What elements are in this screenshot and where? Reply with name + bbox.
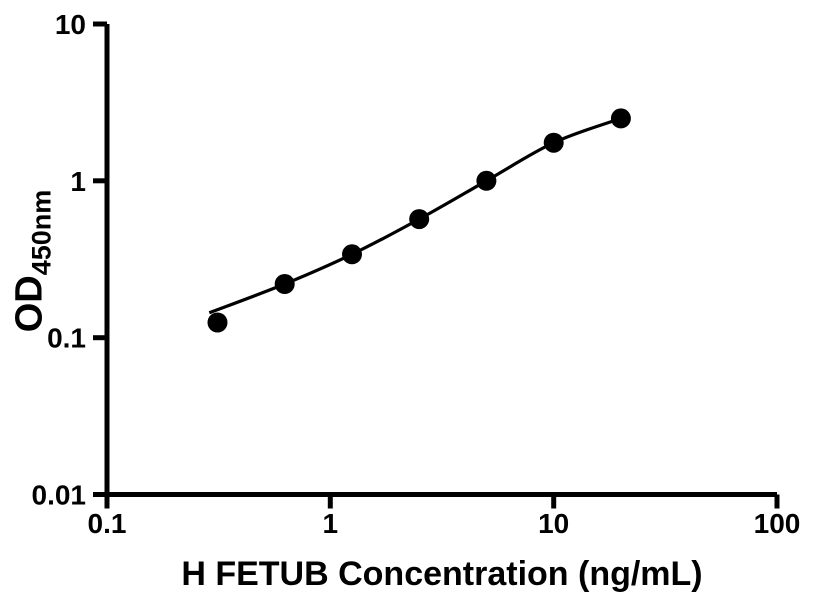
- y-axis-tick-label: 1: [70, 166, 86, 197]
- x-axis-tick-label: 0.1: [88, 508, 127, 539]
- x-axis-tick-label: 1: [323, 508, 339, 539]
- x-axis-tick-label: 10: [538, 508, 569, 539]
- x-axis-tick-label: 100: [754, 508, 801, 539]
- data-point: [207, 312, 228, 333]
- y-axis-tick-label: 0.01: [32, 480, 87, 511]
- x-axis-title: H FETUB Concentration (ng/mL): [181, 555, 703, 593]
- y-axis-tick-label: 0.1: [47, 323, 86, 354]
- data-point: [274, 274, 295, 294]
- data-point: [610, 108, 631, 129]
- y-axis-title: OD450nm: [9, 190, 58, 333]
- y-axis-tick-label: 10: [55, 9, 86, 40]
- data-point: [476, 170, 497, 191]
- data-point: [543, 132, 564, 153]
- data-point: [409, 209, 430, 230]
- data-point: [342, 244, 362, 265]
- y-axis-title-subscript: 450nm: [26, 189, 57, 276]
- y-axis-title-main: OD: [8, 275, 51, 333]
